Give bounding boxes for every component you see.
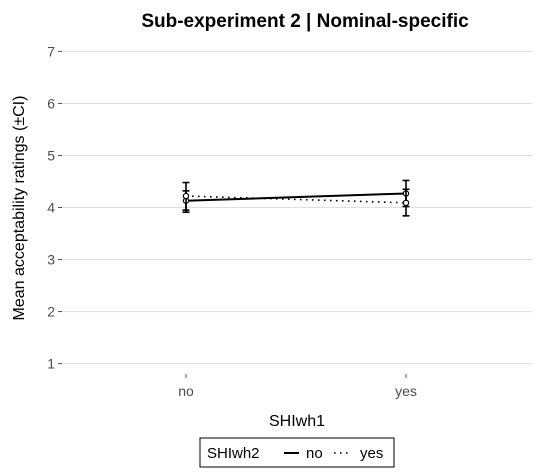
x-tick-label-yes: yes — [395, 383, 417, 399]
y-tick-label-4: 4 — [47, 200, 55, 216]
y-tick-label-2: 2 — [47, 304, 55, 320]
data-point-yes-yes — [402, 199, 410, 207]
y-tick-label-6: 6 — [47, 95, 55, 111]
data-point-yes-no — [182, 192, 190, 200]
series-line-no — [185, 192, 407, 202]
series-line-yes — [185, 195, 407, 204]
legend-label-yes: yes — [360, 445, 383, 462]
gridlines — [62, 50, 532, 365]
legend: SHIwh2 no yes — [199, 437, 395, 468]
y-tick-label-3: 3 — [47, 252, 55, 268]
y-axis-label: Mean acceptability ratings (±CI) — [11, 96, 28, 321]
x-tick-label-no: no — [178, 383, 194, 399]
legend-title: SHIwh2 — [207, 445, 260, 462]
x-axis-ticks: no yes — [178, 374, 417, 399]
y-tick-label-1: 1 — [47, 356, 55, 372]
series-no — [182, 179, 410, 211]
legend-label-no: no — [306, 445, 323, 462]
y-tick-label-7: 7 — [47, 43, 55, 59]
y-tick-label-5: 5 — [47, 147, 55, 163]
series-yes — [182, 181, 410, 217]
chart-title: Sub-experiment 2 | Nominal-specific — [141, 11, 469, 32]
data-series — [182, 179, 410, 217]
y-axis-ticks: 1 2 3 4 5 6 7 — [47, 43, 62, 372]
x-axis-label: SHIwh1 — [269, 413, 325, 430]
